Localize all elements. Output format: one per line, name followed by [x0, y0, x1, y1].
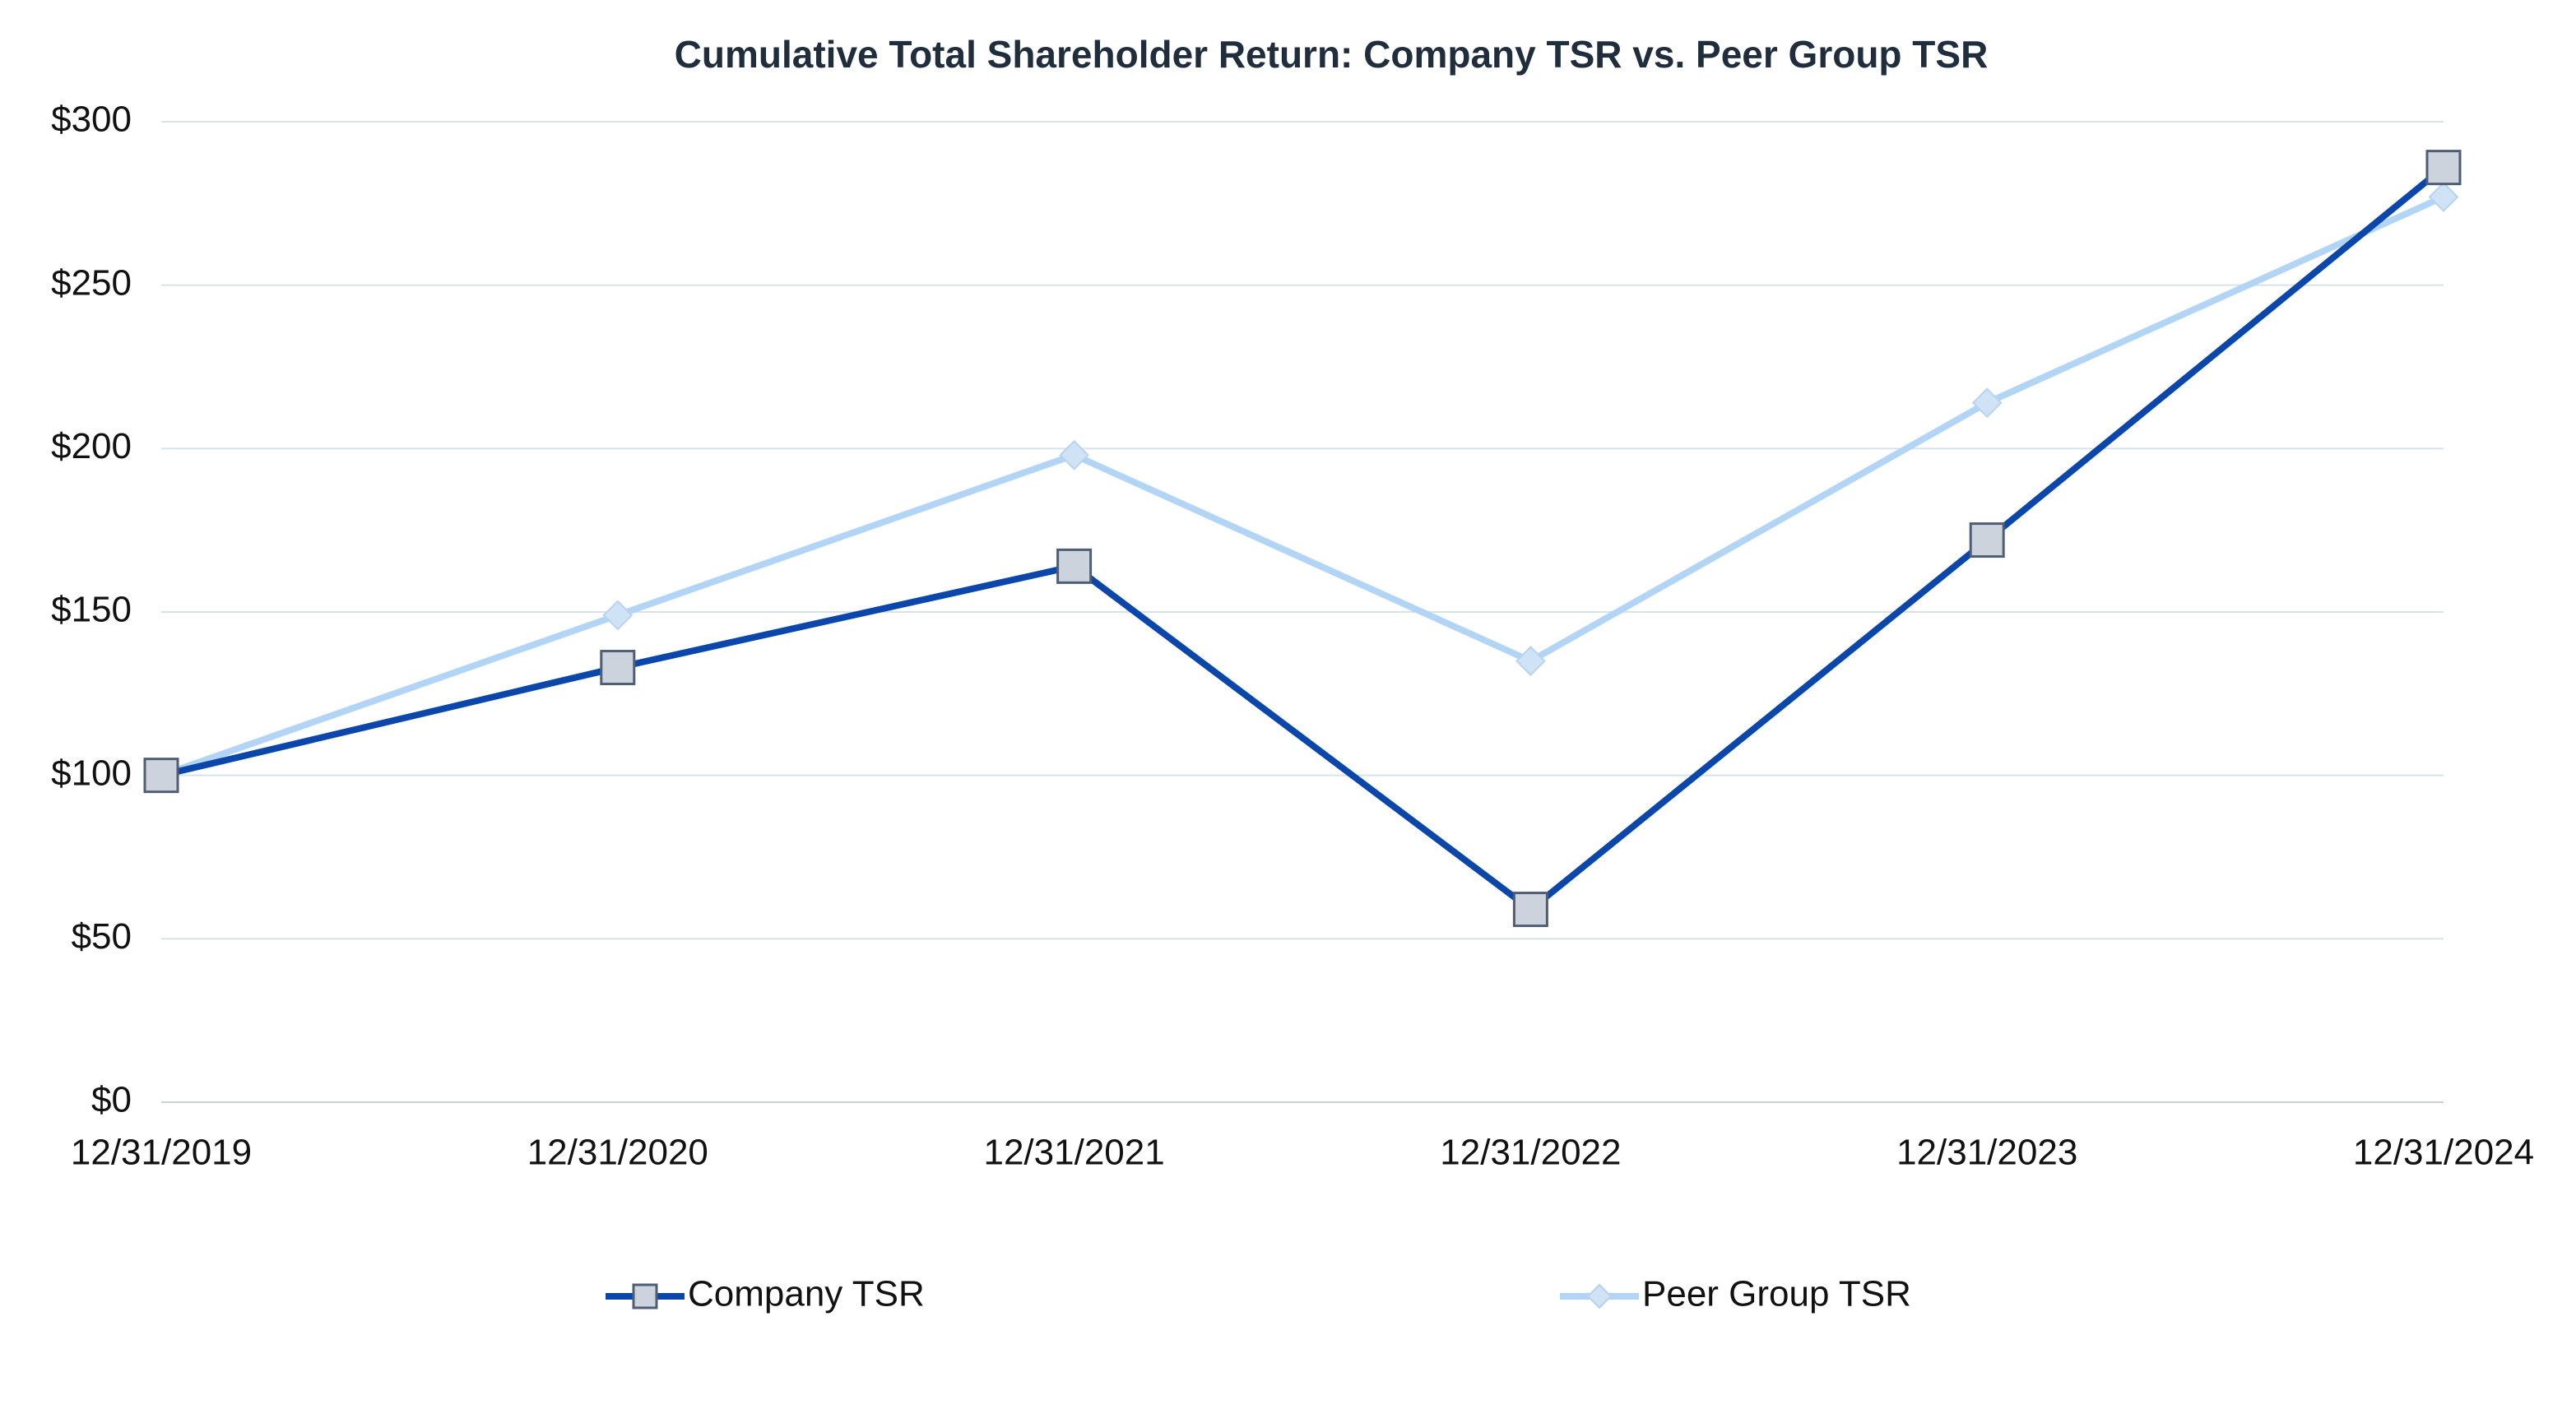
x-tick-label: 12/31/2019 — [71, 1133, 252, 1173]
legend-marker — [632, 1283, 658, 1309]
y-tick-label: $50 — [72, 916, 132, 957]
marker — [1971, 387, 2003, 419]
x-tick-label: 12/31/2020 — [527, 1133, 708, 1173]
x-tick-label: 12/31/2023 — [1896, 1133, 2077, 1173]
marker — [2428, 181, 2459, 212]
series-line — [160, 165, 2446, 913]
y-tick-label: $100 — [51, 753, 132, 793]
marker — [1515, 646, 1546, 677]
x-tick-label: 12/31/2024 — [2353, 1133, 2534, 1173]
y-tick-label: $0 — [91, 1080, 132, 1120]
legend-label: Company TSR — [688, 1274, 925, 1314]
legend-label: Peer Group TSR — [1642, 1274, 1911, 1314]
chart-title: Cumulative Total Shareholder Return: Com… — [675, 33, 1989, 76]
marker — [1059, 439, 1090, 470]
marker — [1512, 892, 1548, 928]
x-tick-label: 12/31/2021 — [983, 1133, 1164, 1173]
x-tick-label: 12/31/2022 — [1440, 1133, 1621, 1173]
legend-marker — [1586, 1283, 1613, 1309]
series-line — [160, 193, 2445, 779]
marker — [1056, 548, 1093, 584]
marker — [602, 600, 634, 631]
marker — [600, 650, 636, 686]
marker — [2425, 150, 2462, 186]
y-tick-label: $250 — [51, 262, 132, 303]
marker — [1969, 522, 2005, 559]
y-tick-label: $150 — [51, 590, 132, 630]
y-tick-label: $300 — [51, 100, 132, 140]
marker — [143, 758, 179, 794]
y-tick-label: $200 — [51, 426, 132, 466]
